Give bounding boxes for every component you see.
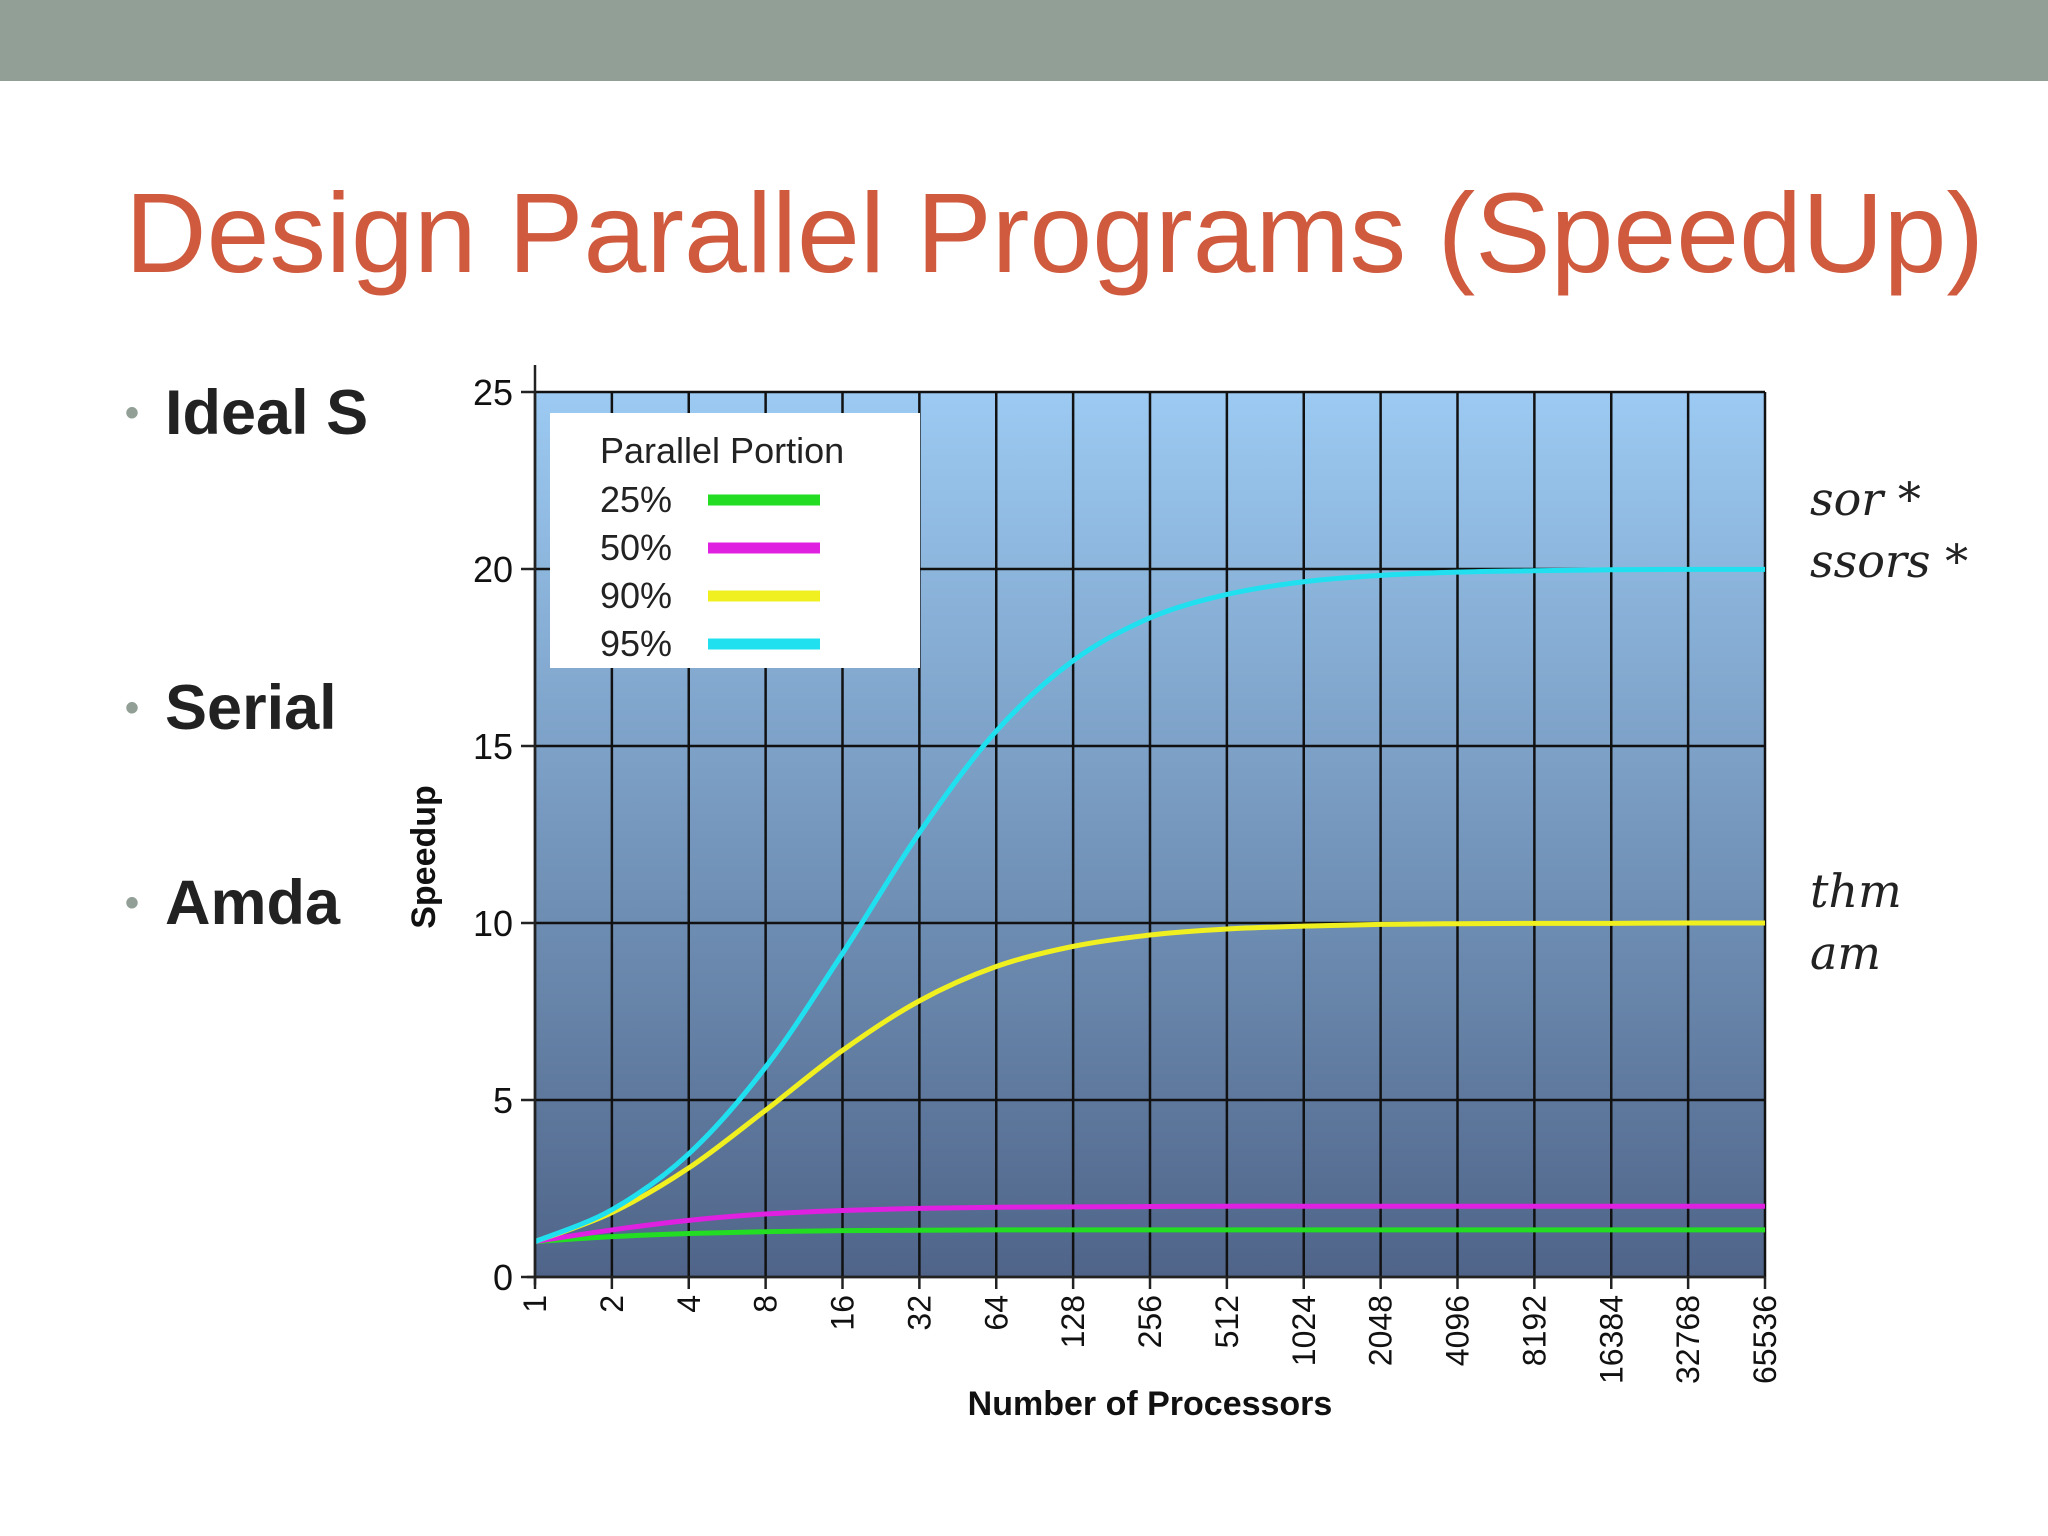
y-axis-title: Speedup xyxy=(405,785,443,929)
bullet-text: Ideal S xyxy=(165,378,369,448)
series-line-25pct xyxy=(534,1227,1765,1245)
x-tick-label: 2 xyxy=(594,1295,630,1313)
bullet-item: • Serial xyxy=(125,663,337,753)
legend-title: Parallel Portion xyxy=(600,430,844,471)
legend-label: 50% xyxy=(600,527,672,568)
x-tick-label: 32768 xyxy=(1670,1295,1706,1384)
y-tick-label: 20 xyxy=(473,549,513,590)
x-tick-label: 1024 xyxy=(1286,1295,1322,1366)
y-tick-label: 0 xyxy=(493,1257,513,1298)
bullet-dot: • xyxy=(125,390,140,435)
x-tick-label: 128 xyxy=(1055,1295,1091,1348)
top-band xyxy=(0,0,2048,81)
bullet-dot: • xyxy=(125,880,140,925)
x-tick-label: 512 xyxy=(1209,1295,1245,1348)
y-tick-label: 15 xyxy=(473,726,513,767)
x-tick-label: 8 xyxy=(748,1295,784,1313)
legend-label: 90% xyxy=(600,575,672,616)
x-tick-label: 4096 xyxy=(1440,1295,1476,1366)
bullet-item: • Ideal S xyxy=(125,368,368,458)
x-axis-title: Number of Processors xyxy=(968,1385,1333,1423)
formula-fragment: am xyxy=(1810,926,1882,980)
series-line-50pct xyxy=(534,1203,1765,1245)
x-tick-label: 4 xyxy=(671,1295,707,1313)
y-tick-label: 25 xyxy=(473,372,513,413)
legend-label: 25% xyxy=(600,479,672,520)
bullet-text: Serial xyxy=(165,673,337,743)
series-line-90pct xyxy=(534,920,1766,1244)
x-tick-label: 65536 xyxy=(1747,1295,1783,1384)
series-line-95pct xyxy=(534,566,1766,1244)
y-tick-label: 5 xyxy=(493,1080,513,1121)
slide-title: Design Parallel Programs (SpeedUp) xyxy=(125,170,1985,296)
formula-fragment: thm xyxy=(1810,864,1902,918)
formula-fragment: ssors * xyxy=(1810,534,1969,588)
legend-box xyxy=(550,413,920,668)
speedup-chart: 0 5 10 15 20 25 1 2 4 8 16 32 64 128 256 512 1024 2048 409… xyxy=(405,365,1783,1423)
bullet-dot: • xyxy=(125,685,140,730)
x-tick-label: 32 xyxy=(901,1295,937,1331)
x-tick-label: 16384 xyxy=(1593,1295,1629,1384)
y-tick-label: 10 xyxy=(473,903,513,944)
x-tick-label: 64 xyxy=(978,1295,1014,1331)
x-tick-label: 8192 xyxy=(1516,1295,1552,1366)
x-tick-label: 2048 xyxy=(1363,1295,1399,1366)
legend-label: 95% xyxy=(600,623,672,664)
bullet-item: • Amda xyxy=(125,858,340,948)
formula-fragment: sor * xyxy=(1810,472,1921,526)
bullet-text: Amda xyxy=(165,868,341,938)
x-tick-label: 256 xyxy=(1132,1295,1168,1348)
x-tick-label: 1 xyxy=(517,1295,553,1313)
x-tick-label: 16 xyxy=(825,1295,861,1331)
